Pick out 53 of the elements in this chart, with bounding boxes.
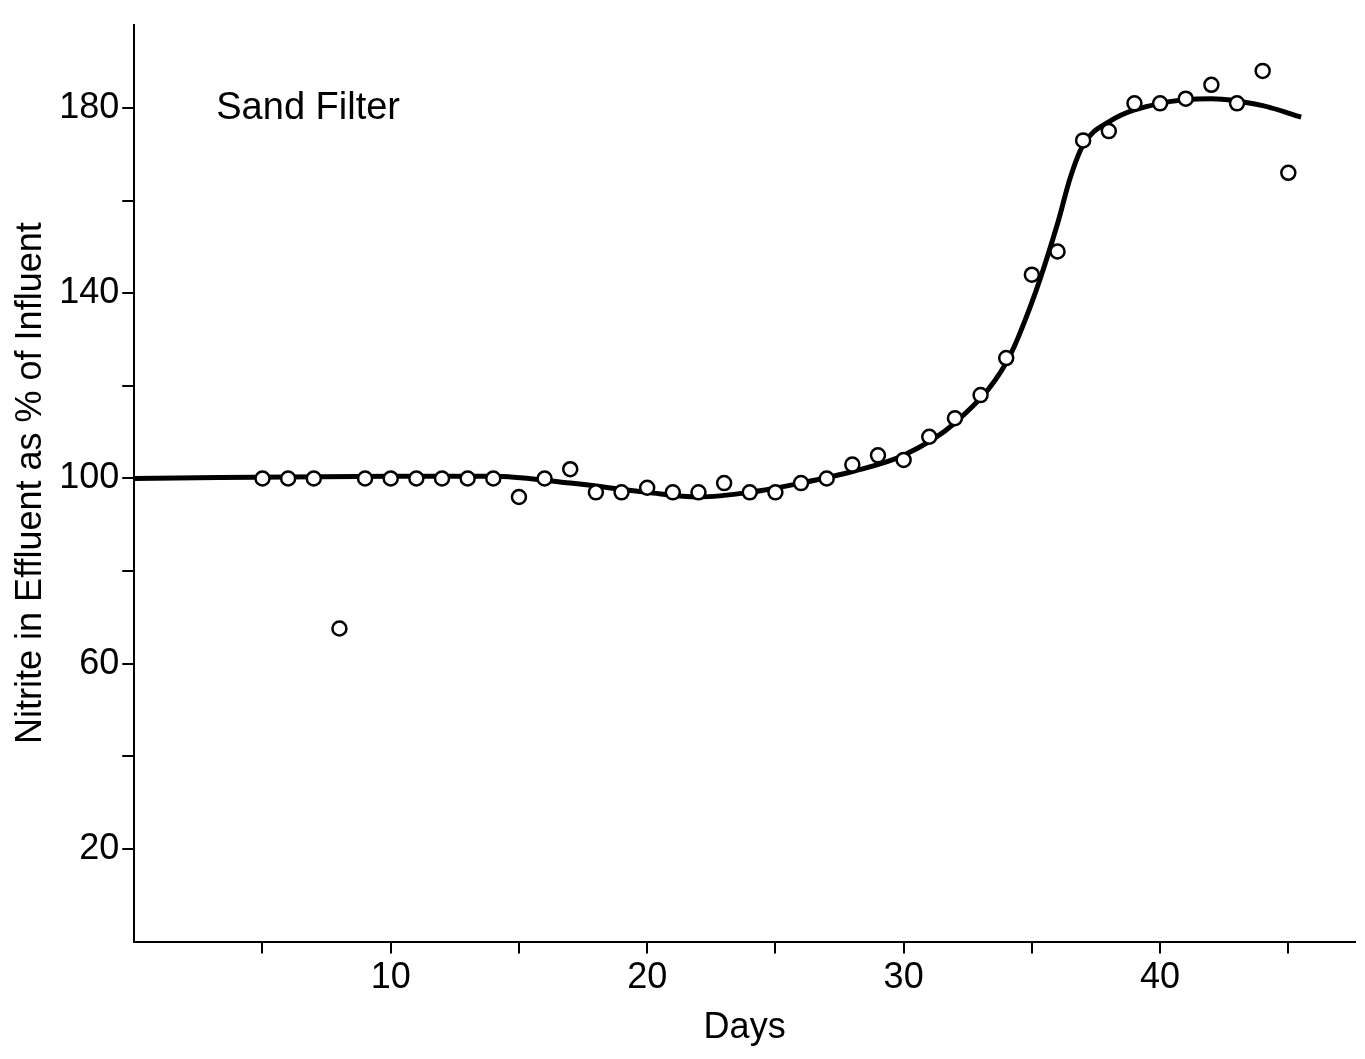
x-tick-label: 20 xyxy=(627,955,668,997)
point xyxy=(715,474,733,492)
point xyxy=(638,479,656,496)
point xyxy=(485,470,502,487)
point xyxy=(895,451,912,469)
y-tick-label: 20 xyxy=(79,825,120,867)
point xyxy=(1280,164,1297,182)
y-axis-title: Nitrite in Effluent as % of Influent xyxy=(7,222,49,744)
point xyxy=(1126,95,1143,112)
point xyxy=(972,386,989,404)
point xyxy=(459,470,476,487)
point xyxy=(356,470,374,487)
point xyxy=(921,428,938,446)
y-tick-label: 100 xyxy=(59,455,120,497)
point xyxy=(536,470,553,487)
point xyxy=(664,484,682,501)
y-tick-label: 60 xyxy=(79,640,120,682)
point xyxy=(741,484,759,501)
point xyxy=(561,460,579,478)
point xyxy=(433,470,451,487)
point xyxy=(254,470,271,487)
y-tick-label: 140 xyxy=(59,270,120,312)
point xyxy=(1074,132,1092,149)
point xyxy=(305,470,323,487)
point xyxy=(767,484,784,501)
point xyxy=(1100,122,1118,140)
point xyxy=(997,349,1015,367)
point xyxy=(1228,95,1246,112)
point xyxy=(818,470,835,487)
point xyxy=(382,470,399,487)
point xyxy=(1023,266,1041,283)
point xyxy=(792,474,810,492)
point xyxy=(1254,62,1271,80)
point xyxy=(1049,243,1066,260)
x-axis-title: Days xyxy=(703,1005,786,1047)
y-tick-label: 180 xyxy=(59,84,120,126)
point xyxy=(844,456,861,473)
point xyxy=(946,410,964,427)
point xyxy=(408,470,425,487)
point xyxy=(1177,90,1194,107)
x-tick-label: 30 xyxy=(883,955,924,997)
point xyxy=(279,470,297,487)
point xyxy=(1203,76,1220,94)
point xyxy=(690,484,707,501)
annotation: Sand Filter xyxy=(216,85,401,128)
point xyxy=(331,620,348,637)
point xyxy=(510,488,528,506)
point xyxy=(1151,95,1169,112)
point xyxy=(613,484,630,501)
point xyxy=(869,447,887,464)
point xyxy=(587,484,605,501)
x-tick-label: 10 xyxy=(370,955,411,997)
x-tick-label: 40 xyxy=(1140,955,1181,997)
